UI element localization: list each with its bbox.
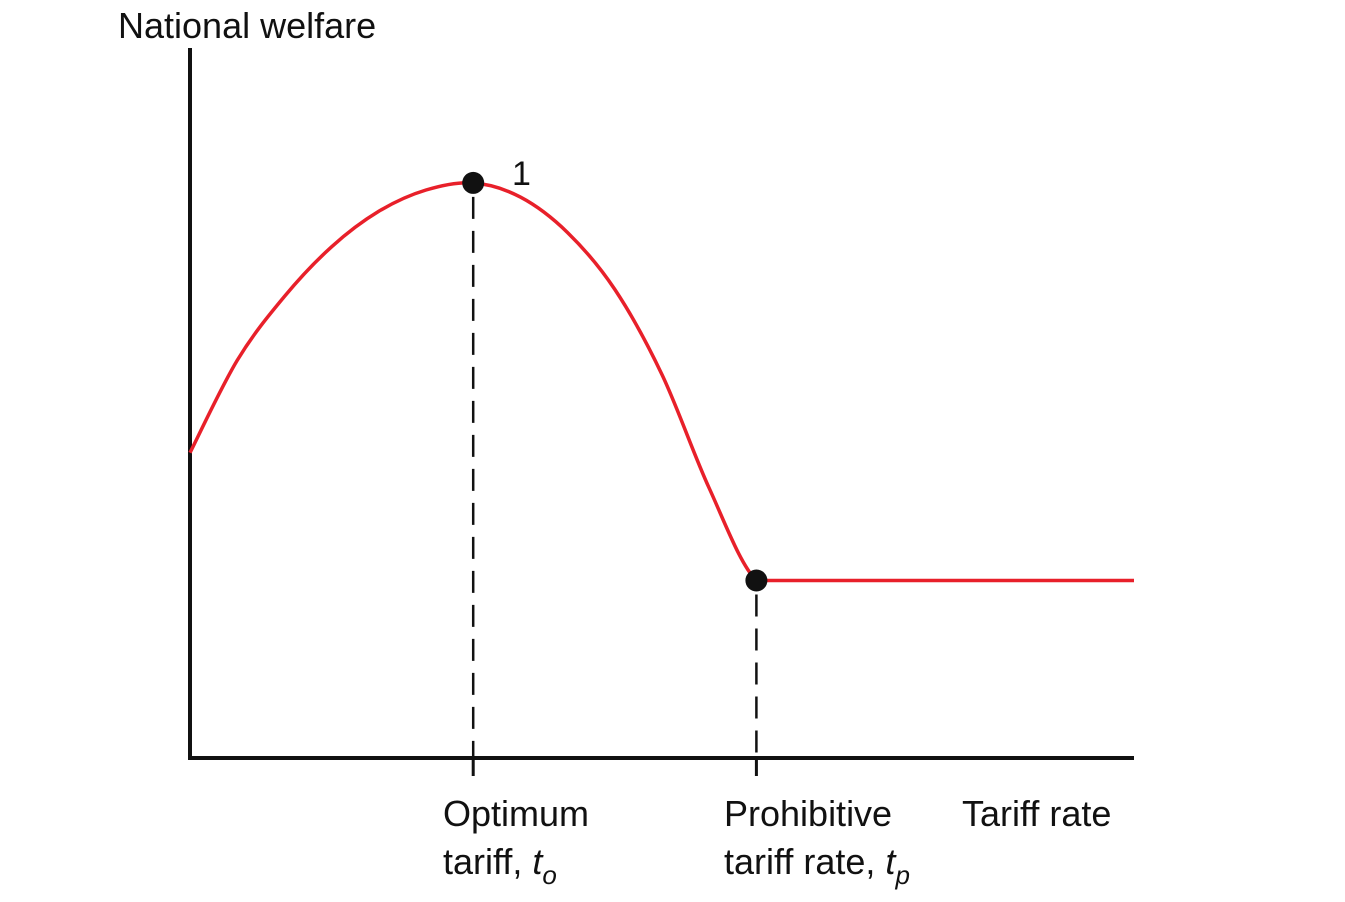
point-0 (462, 171, 485, 194)
welfare-curve-0 (188, 180, 1134, 583)
optimum-tariff-subscript: o (542, 860, 557, 890)
optimum-tariff-label-line2: tariff, to (443, 840, 557, 888)
y-axis-label: National welfare (118, 5, 377, 46)
prohibitive-tariff-label-line1: Prohibitive (724, 793, 893, 834)
x-axis-label: Tariff rate (962, 793, 1112, 834)
optimum-tariff-symbol: t (532, 841, 543, 882)
prohibitive-tariff-text: tariff rate, (724, 841, 876, 882)
point-1-label: 1 (512, 155, 531, 193)
guide-lines (471, 196, 758, 776)
prohibitive-tariff-label-line2: tariff rate, tp (724, 840, 910, 888)
optimum-tariff-label-line1: Optimum (443, 793, 590, 834)
points-group (462, 171, 768, 592)
axes (188, 48, 1134, 760)
optimum-tariff-text: tariff, (443, 841, 523, 882)
prohibitive-tariff-subscript: p (895, 860, 910, 890)
welfare-curve-group (188, 180, 1134, 583)
prohibitive-tariff-symbol: t (885, 841, 896, 882)
point-1 (745, 569, 768, 592)
